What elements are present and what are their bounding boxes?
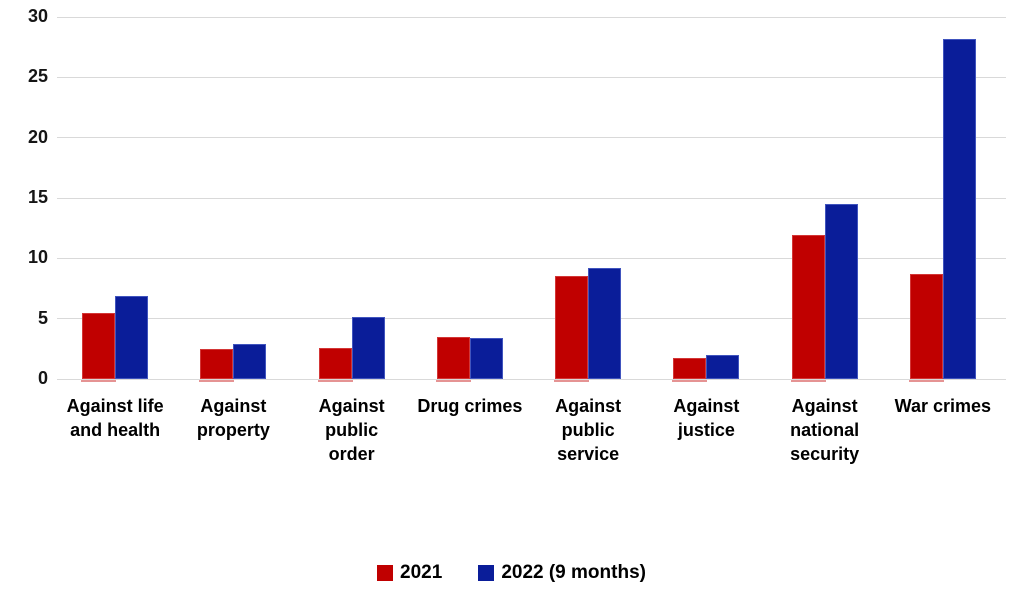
legend-swatch xyxy=(377,565,394,581)
bar xyxy=(199,348,235,383)
gridline xyxy=(57,318,1006,320)
gridline xyxy=(57,16,1006,18)
bar xyxy=(469,337,503,379)
y-tick-label: 20 xyxy=(27,126,48,147)
gridline xyxy=(57,257,1006,259)
y-tick-label: 10 xyxy=(27,247,48,268)
bar xyxy=(554,276,590,382)
y-tick-label: 5 xyxy=(37,307,48,328)
bar xyxy=(908,274,944,382)
bar xyxy=(435,336,471,383)
category-label: Against life and health xyxy=(66,396,164,440)
bar xyxy=(942,38,976,379)
bar xyxy=(672,358,708,382)
legend-swatch xyxy=(478,565,495,581)
legend-label: 2021 xyxy=(400,562,443,583)
bar xyxy=(81,312,117,383)
bar xyxy=(790,235,826,382)
category-label: Against property xyxy=(196,396,270,440)
legend-item: 2021 xyxy=(377,562,442,584)
bar xyxy=(824,204,858,379)
legend-item: 2022 (9 months) xyxy=(478,562,646,584)
category-label: Against public order xyxy=(318,396,385,464)
legend-label: 2022 (9 months) xyxy=(501,562,646,583)
gridline xyxy=(57,76,1006,78)
bar xyxy=(317,347,353,383)
gridline xyxy=(57,197,1006,199)
category-label: Against public service xyxy=(555,396,622,464)
legend: 2021 2022 (9 months) xyxy=(0,558,1023,588)
y-tick-label: 0 xyxy=(37,368,48,388)
gridline xyxy=(57,378,1006,380)
y-tick-label: 25 xyxy=(27,66,48,87)
category-label: Against national security xyxy=(790,396,860,464)
y-tick-label: 15 xyxy=(27,187,48,207)
bar xyxy=(233,344,267,379)
gridline xyxy=(57,137,1006,139)
bar xyxy=(351,317,385,379)
category-label: Drug crimes xyxy=(417,396,523,416)
bar xyxy=(706,354,740,379)
bar xyxy=(588,267,622,379)
y-tick-label: 30 xyxy=(27,6,48,26)
bar xyxy=(115,295,149,379)
category-label: Against justice xyxy=(673,396,740,440)
category-label: War crimes xyxy=(894,396,992,416)
